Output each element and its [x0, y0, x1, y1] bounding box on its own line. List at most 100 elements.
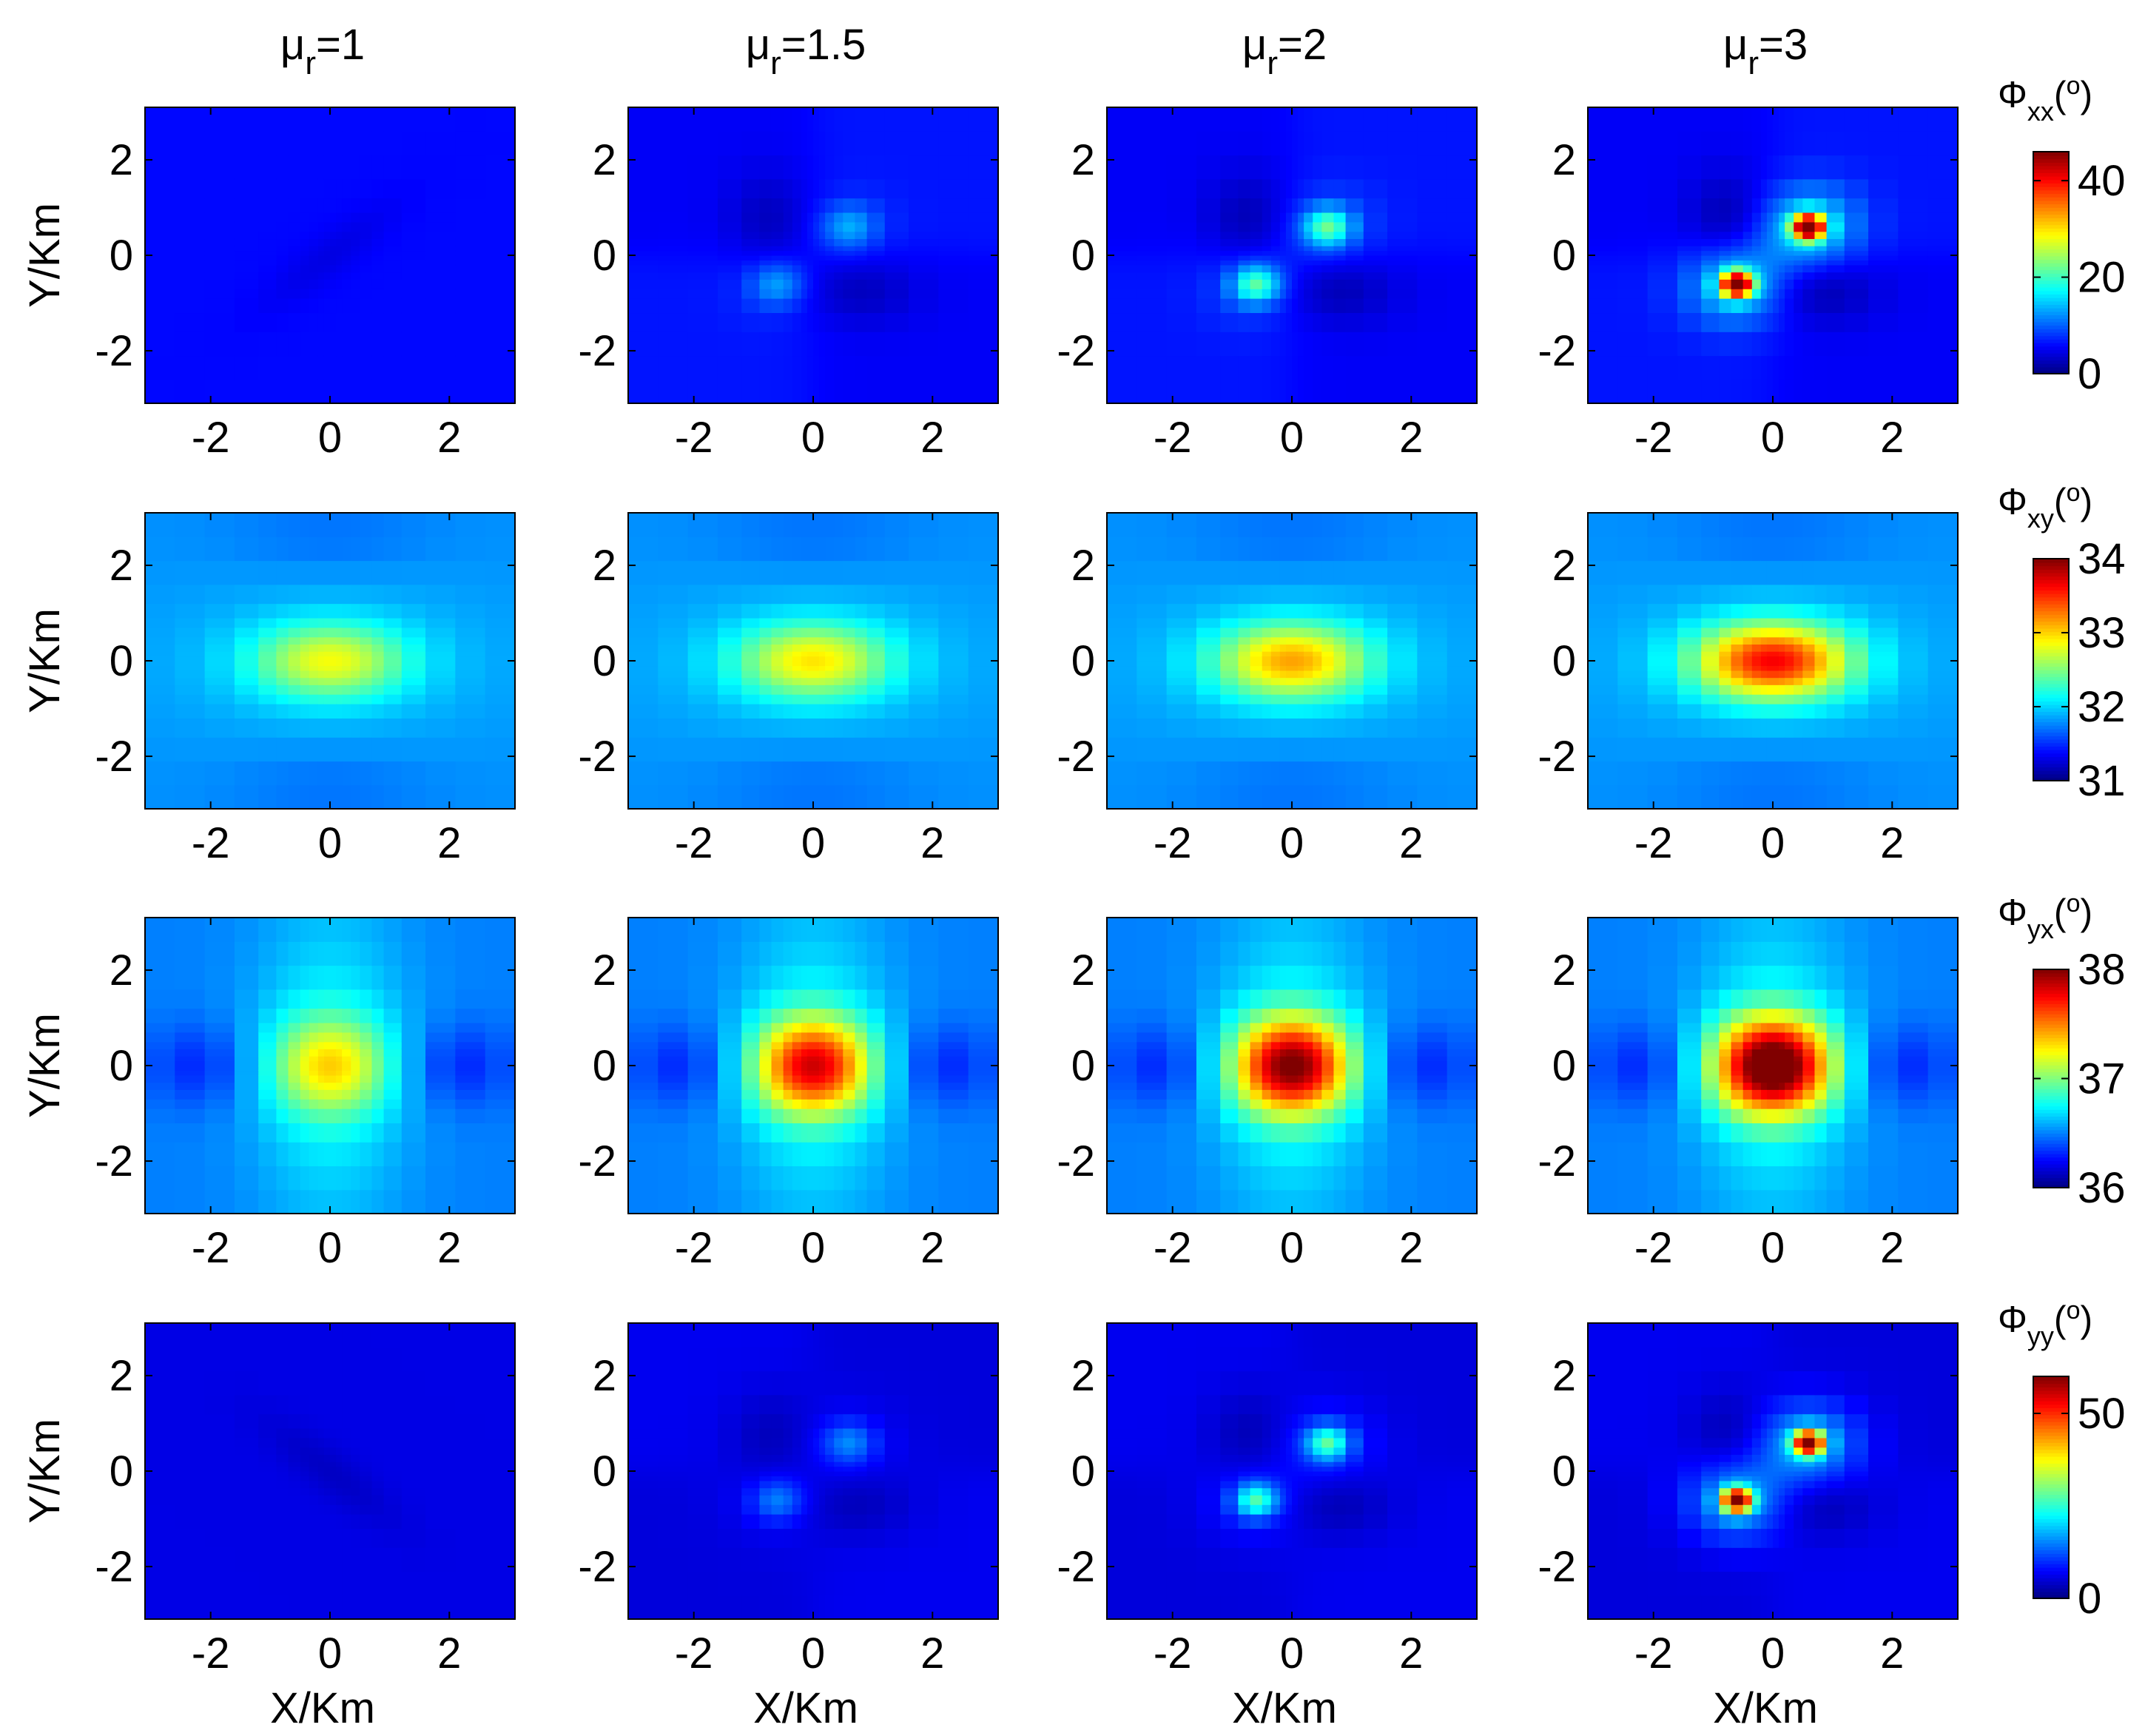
heatmap-cell	[204, 536, 235, 562]
heatmap-cell	[1333, 312, 1347, 332]
heatmap-cell	[342, 298, 351, 314]
heatmap-cell	[1719, 231, 1732, 240]
heatmap-cell	[825, 1189, 835, 1214]
heatmap-cell	[658, 332, 689, 357]
heatmap-cell	[336, 1056, 343, 1062]
heatmap-cell	[938, 665, 969, 671]
heatmap-cell	[1333, 260, 1347, 266]
heatmap-cell	[1238, 272, 1251, 280]
heatmap-cell	[371, 627, 385, 638]
heatmap-cell	[825, 1074, 835, 1083]
heatmap-cell	[658, 107, 689, 132]
heatmap-cell	[783, 784, 793, 810]
heatmap-cell	[628, 298, 659, 314]
heatmap-cell	[342, 272, 351, 280]
heatmap-cell	[834, 1074, 843, 1083]
heatmap-cell	[204, 617, 235, 628]
heatmap-cell	[1304, 603, 1313, 619]
heatmap-cell	[276, 584, 289, 605]
heatmap-cell	[383, 1041, 403, 1050]
heatmap-cell	[1196, 1060, 1221, 1066]
heatmap-cell	[1333, 560, 1347, 585]
heatmap-cell	[145, 603, 175, 619]
heatmap-cell	[300, 670, 310, 679]
heatmap-cell	[1742, 246, 1753, 252]
heatmap-cell	[175, 661, 206, 667]
heatmap-cell	[1137, 246, 1168, 252]
heatmap-cell	[1313, 198, 1322, 213]
heatmap-cell	[1166, 1008, 1197, 1023]
heatmap-cell	[1238, 1041, 1251, 1050]
heatmap-cell	[317, 989, 325, 1009]
heatmap-cell	[455, 1041, 486, 1050]
heatmap-cell	[1270, 603, 1281, 619]
heatmap-cell	[801, 661, 808, 667]
heatmap-cell	[825, 312, 835, 332]
heatmap-cell	[342, 627, 351, 638]
heatmap-cell	[1220, 1066, 1239, 1071]
heatmap-cell	[807, 665, 814, 671]
heatmap-cell	[1779, 178, 1785, 199]
heatmap-cell	[336, 1074, 343, 1083]
heatmap-cell	[843, 784, 856, 810]
heatmap-cell	[1927, 627, 1959, 638]
heatmap-cell	[1270, 231, 1281, 240]
heatmap-cell	[1285, 264, 1293, 273]
heatmap-cell	[351, 918, 360, 942]
heatmap-cell	[813, 1041, 820, 1050]
heatmap-cell	[717, 272, 742, 280]
heatmap-cell	[323, 107, 331, 132]
heatmap-cell	[759, 312, 772, 332]
heatmap-cell	[1588, 260, 1618, 266]
heatmap-cell	[783, 178, 793, 199]
heatmap-cell	[1220, 656, 1239, 662]
heatmap-cell	[401, 636, 426, 645]
heatmap-cell	[1617, 677, 1649, 685]
heatmap-cell	[351, 737, 360, 762]
heatmap-cell	[1107, 677, 1137, 685]
heatmap-cell	[383, 1082, 403, 1090]
heatmap-cell	[792, 198, 802, 213]
heatmap-cell	[351, 107, 360, 132]
heatmap-cell	[1417, 246, 1448, 252]
heatmap-cell	[1773, 661, 1779, 667]
heatmap-cell	[1760, 155, 1768, 180]
heatmap-cell	[383, 670, 403, 679]
heatmap-cell	[1250, 737, 1263, 762]
heatmap-cell	[360, 221, 373, 232]
heatmap-cell	[455, 1032, 486, 1043]
heatmap-cell	[1137, 584, 1168, 605]
heatmap-cell	[1731, 312, 1744, 332]
heatmap-cell	[485, 1074, 516, 1083]
heatmap-cell	[1898, 260, 1929, 266]
heatmap-cell	[783, 1108, 793, 1124]
heatmap-cell	[371, 250, 385, 256]
heatmap-cell	[1220, 636, 1239, 645]
heatmap-cell	[342, 665, 351, 671]
heatmap-cell	[336, 737, 343, 762]
heatmap-cell	[1313, 694, 1322, 704]
heatmap-cell	[1927, 644, 1959, 652]
heatmap-cell	[783, 627, 793, 638]
heatmap-cell	[1742, 761, 1753, 786]
heatmap-cell	[628, 704, 659, 719]
heatmap-cell	[455, 1049, 486, 1057]
heatmap-cell	[360, 636, 373, 645]
heatmap-cell	[1250, 560, 1263, 585]
heatmap-cell	[1250, 784, 1263, 810]
heatmap-cell	[330, 260, 337, 266]
heatmap-cell	[1779, 684, 1785, 695]
heatmap-cell	[1447, 665, 1478, 671]
heatmap-cell	[1321, 661, 1335, 667]
heatmap-cell	[1814, 107, 1828, 132]
heatmap-cell	[1304, 312, 1313, 332]
heatmap-cell	[309, 1082, 319, 1090]
heatmap-cell	[1844, 238, 1869, 246]
heatmap-cell	[968, 178, 999, 199]
heatmap-cell	[1731, 250, 1744, 256]
heatmap-cell	[1250, 1165, 1263, 1191]
heatmap-cell	[288, 704, 301, 719]
heatmap-cell	[1107, 289, 1137, 299]
heatmap-cell	[1785, 761, 1794, 786]
heatmap-cell	[455, 1082, 486, 1090]
